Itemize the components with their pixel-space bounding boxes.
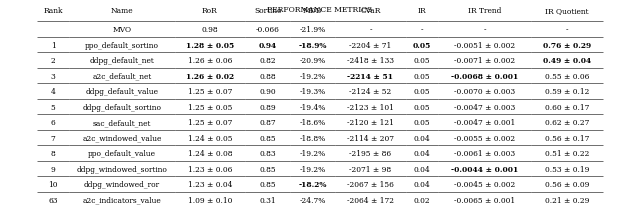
Text: PERFORMANCE METRICS: PERFORMANCE METRICS [268, 6, 372, 14]
